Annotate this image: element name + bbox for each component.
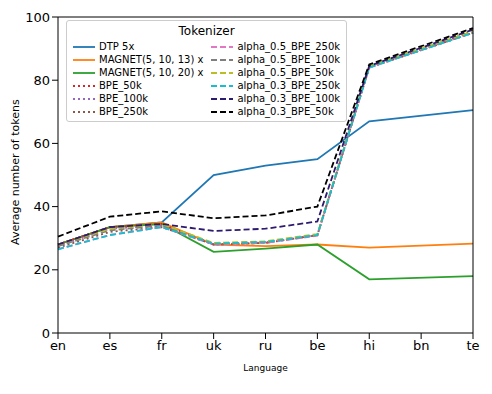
html-text:BPE_250k: BPE_250k (99, 106, 149, 117)
svg-text:en: en (50, 338, 66, 353)
svg-text:be: be (309, 338, 325, 353)
svg-text:40: 40 (33, 199, 50, 214)
svg-text:fr: fr (157, 338, 168, 353)
svg-text:es: es (102, 338, 117, 353)
html-text:alpha_0.5_BPE_250k: alpha_0.5_BPE_250k (237, 41, 341, 52)
svg-text:0: 0 (42, 326, 50, 341)
html-text:BPE_50k: BPE_50k (99, 80, 142, 91)
svg-text:80: 80 (33, 73, 50, 88)
svg-text:bn: bn (413, 338, 430, 353)
html-text:alpha_0.3_BPE_50k: alpha_0.3_BPE_50k (237, 106, 334, 117)
svg-text:ru: ru (259, 338, 273, 353)
html-text:alpha_0.5_BPE_100k: alpha_0.5_BPE_100k (237, 54, 341, 65)
html-text:DTP 5x: DTP 5x (99, 41, 135, 52)
svg-text:hi: hi (363, 338, 375, 353)
svg-text:20: 20 (33, 262, 50, 277)
html-text:alpha_0.3_BPE_250k: alpha_0.3_BPE_250k (237, 80, 341, 91)
svg-text:Language: Language (243, 363, 288, 373)
svg-text:100: 100 (25, 10, 50, 25)
html-text:Tokenizer: Tokenizer (178, 24, 235, 38)
svg-text:60: 60 (33, 136, 50, 151)
svg-text:Average number of tokens: Average number of tokens (9, 99, 22, 245)
svg-text:te: te (466, 338, 479, 353)
html-text:MAGNET(5, 10, 20) x: MAGNET(5, 10, 20) x (99, 67, 204, 78)
html-text:MAGNET(5, 10, 13) x: MAGNET(5, 10, 13) x (99, 54, 204, 65)
html-text:BPE_100k: BPE_100k (99, 93, 149, 104)
svg-text:uk: uk (206, 338, 222, 353)
html-text:alpha_0.5_BPE_50k: alpha_0.5_BPE_50k (237, 67, 334, 78)
html-text:alpha_0.3_BPE_100k: alpha_0.3_BPE_100k (237, 93, 341, 104)
